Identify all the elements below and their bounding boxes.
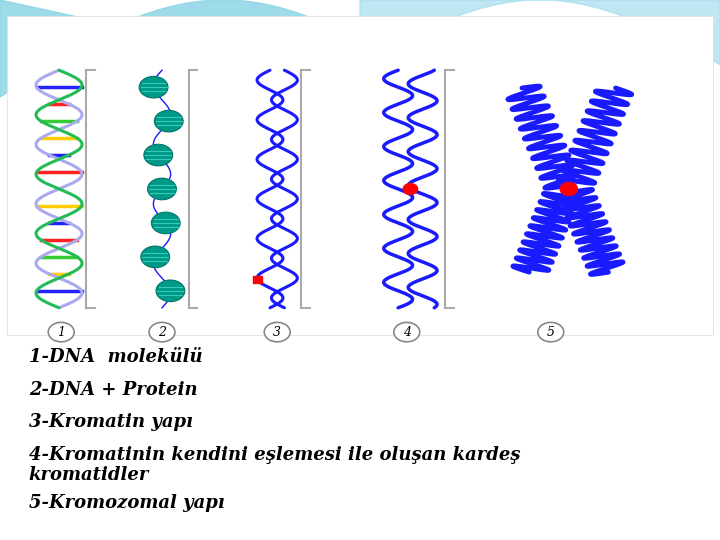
Text: 2-DNA + Protein: 2-DNA + Protein (29, 381, 197, 399)
Bar (7, 16, 713, 335)
Circle shape (48, 322, 74, 342)
Text: 3-Kromatin yapı: 3-Kromatin yapı (29, 413, 193, 431)
Circle shape (141, 246, 170, 268)
Text: 5: 5 (546, 326, 555, 339)
Text: 2: 2 (158, 326, 166, 339)
Circle shape (264, 322, 290, 342)
Bar (253, 276, 261, 282)
Circle shape (139, 76, 168, 98)
Circle shape (156, 280, 185, 302)
Circle shape (149, 322, 175, 342)
Circle shape (154, 110, 183, 132)
Text: 3: 3 (273, 326, 282, 339)
Circle shape (151, 212, 180, 234)
Circle shape (148, 178, 176, 200)
Circle shape (144, 144, 173, 166)
Circle shape (560, 183, 577, 195)
Polygon shape (360, 0, 720, 65)
Circle shape (538, 322, 564, 342)
Text: 1-DNA  molekülü: 1-DNA molekülü (29, 348, 202, 366)
Text: 5-Kromozomal yapı: 5-Kromozomal yapı (29, 494, 225, 512)
Text: 4: 4 (402, 326, 411, 339)
Circle shape (394, 322, 420, 342)
Text: 1: 1 (57, 326, 66, 339)
Text: 4-Kromatinin kendini eşlemesi ile oluşan kardeş
kromatidler: 4-Kromatinin kendini eşlemesi ile oluşan… (29, 446, 521, 484)
Polygon shape (0, 0, 446, 97)
Circle shape (403, 184, 418, 194)
